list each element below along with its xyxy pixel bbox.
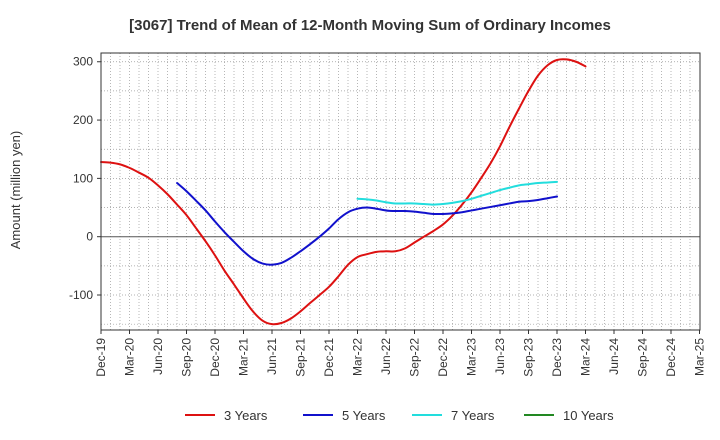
x-tick-label: Jun-20 bbox=[151, 338, 165, 375]
legend: 3 Years 5 Years 7 Years 10 Years bbox=[185, 408, 614, 423]
x-tick-label: Dec-19 bbox=[94, 338, 108, 377]
x-tick-label: Dec-20 bbox=[208, 338, 222, 377]
series-line-5-years bbox=[176, 182, 558, 266]
x-tick-label: Jun-21 bbox=[265, 338, 279, 375]
x-tick-label: Mar-25 bbox=[693, 338, 707, 376]
series-line-3-years bbox=[100, 58, 587, 326]
x-tick-label: Jun-23 bbox=[493, 338, 507, 375]
series-line-7-years bbox=[356, 180, 558, 206]
x-tick-label: Mar-23 bbox=[465, 338, 479, 376]
y-axis-label: Amount (million yen) bbox=[8, 131, 23, 250]
y-tick-label: -100 bbox=[69, 288, 93, 302]
x-tick-label: Sep-20 bbox=[180, 338, 194, 377]
x-tick-label: Dec-23 bbox=[550, 338, 564, 377]
y-axis: -100 0 100 200 300 bbox=[69, 55, 101, 302]
y-tick-label: 300 bbox=[73, 55, 93, 69]
x-tick-label: Sep-24 bbox=[636, 338, 650, 377]
y-tick-label: 200 bbox=[73, 113, 93, 127]
plot-frame bbox=[100, 52, 701, 331]
x-tick-label: Mar-21 bbox=[237, 338, 251, 376]
legend-label-5-years: 5 Years bbox=[342, 408, 386, 423]
x-tick-label: Dec-21 bbox=[322, 338, 336, 377]
series-lines bbox=[100, 58, 587, 326]
legend-label-7-years: 7 Years bbox=[451, 408, 495, 423]
x-tick-label: Mar-22 bbox=[351, 338, 365, 376]
legend-label-10-years: 10 Years bbox=[563, 408, 614, 423]
x-tick-label: Mar-20 bbox=[123, 338, 137, 376]
x-tick-label: Jun-24 bbox=[607, 338, 621, 375]
x-tick-label: Mar-24 bbox=[579, 338, 593, 376]
grid bbox=[101, 53, 700, 330]
x-tick-label: Sep-23 bbox=[522, 338, 536, 377]
x-tick-label: Jun-22 bbox=[379, 338, 393, 375]
legend-label-3-years: 3 Years bbox=[224, 408, 268, 423]
x-tick-label: Dec-22 bbox=[436, 338, 450, 377]
y-tick-label: 100 bbox=[73, 171, 93, 185]
y-tick-label: 0 bbox=[86, 230, 93, 244]
x-axis: Dec-19 Mar-20 Jun-20 Sep-20 Dec-20 Mar-21 Jun-… bbox=[94, 330, 707, 377]
x-tick-label: Dec-24 bbox=[664, 338, 678, 377]
chart-title: [3067] Trend of Mean of 12-Month Moving … bbox=[129, 17, 611, 34]
x-tick-label: Sep-22 bbox=[408, 338, 422, 377]
x-tick-label: Sep-21 bbox=[294, 338, 308, 377]
